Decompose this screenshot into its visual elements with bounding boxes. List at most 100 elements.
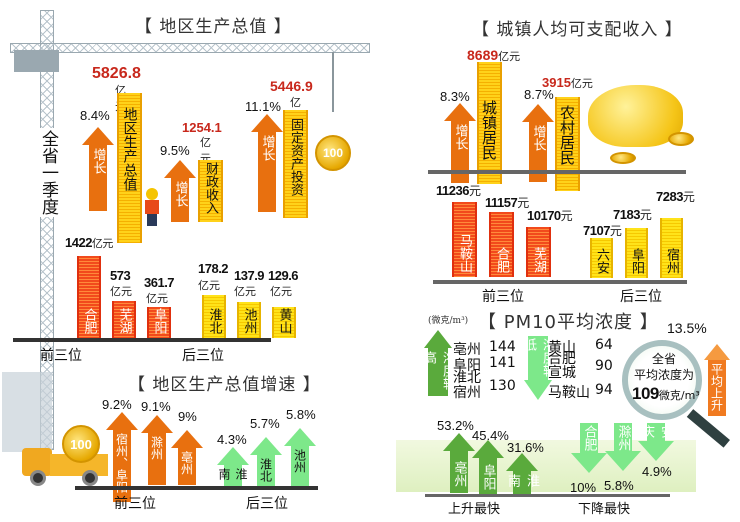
province-unit: 微克/m³ — [658, 389, 700, 402]
pm10-high-city: 亳州 — [453, 342, 481, 358]
growth-arrow: 滁州 — [141, 415, 173, 485]
income-bar-fuyang: 阜阳 — [625, 228, 648, 278]
province-line1: 全省 — [652, 352, 677, 366]
top-three-label: 前三位 — [114, 496, 156, 512]
pm10-low-value: 90 — [595, 358, 613, 374]
pm10-high-value: 141 — [489, 355, 516, 371]
coin-icon: 100 — [315, 135, 351, 171]
fall-value: 4.9% — [642, 464, 672, 479]
crane-jib — [10, 43, 370, 53]
province-change: 13.5% — [667, 320, 707, 336]
bottom-three-label: 后三位 — [246, 496, 288, 512]
growth-value: 9% — [178, 409, 197, 424]
arrow-up-icon — [164, 160, 196, 178]
fall-fastest-label: 下降最快 — [578, 502, 631, 517]
investment-growth: 11.1% — [245, 99, 281, 114]
truck-icon — [22, 440, 110, 486]
crane-cable — [332, 52, 334, 112]
pm10-high-value: 144 — [489, 339, 516, 355]
city-gdp-value: 129.6 — [268, 268, 299, 283]
fall-value: 10% — [570, 480, 597, 495]
city-gdp-bar-wuhu: 芜湖 — [112, 301, 136, 338]
magnifier-icon — [622, 340, 702, 420]
rural-growth-arrow: 增长 — [522, 104, 554, 182]
growth-arrow: 淮南 — [217, 447, 249, 487]
investment-growth-arrow: 增长 — [251, 114, 283, 212]
growth-arrow: 宿州、阜阳 — [106, 412, 138, 502]
rural-income-bar: 农村居民 — [555, 97, 580, 191]
baseline — [75, 486, 318, 490]
rise-fastest-label: 上升最快 — [448, 502, 501, 517]
fall-arrow: 滁州 — [605, 423, 641, 471]
city-gdp-chart: 1422亿元 合肥 573 亿元 芜湖 361.7 亿元 阜阳 178.2 亿元… — [13, 235, 360, 365]
rural-growth: 8.7% — [524, 87, 554, 102]
urban-income-value: 8689 — [467, 47, 499, 63]
gdp-growth: 8.4% — [80, 108, 110, 123]
urban-income-bar: 城镇居民 — [477, 62, 502, 184]
growth-value: 4.3% — [217, 432, 247, 447]
city-gdp-value: 137.9 — [234, 268, 265, 283]
pm10-low-city: 合肥 宣城 — [548, 351, 576, 381]
pm10-title: 【 PM10平均浓度 】 — [478, 312, 659, 333]
investment-bar: 固定资产投资 — [283, 110, 308, 218]
rise-arrow: 阜阳 — [472, 440, 504, 494]
pm10-low-value: 94 — [595, 382, 613, 398]
baseline — [433, 280, 687, 284]
investment-value: 5446.9 — [270, 78, 313, 94]
city-gdp-bar-huaibei: 淮北 — [202, 295, 226, 338]
gdp-title: 【 地区生产总值 】 — [135, 17, 292, 37]
coin-stack-icon — [668, 132, 694, 146]
arrow-up-icon — [251, 114, 283, 132]
baseline — [425, 494, 670, 497]
rise-arrow: 亳州 — [443, 433, 475, 493]
growth-arrow: 淮北 — [250, 437, 282, 487]
income-bar-wuhu: 芜湖 — [526, 227, 551, 277]
city-gdp-bar-hefei: 合肥 — [77, 256, 101, 338]
revenue-growth-arrow: 增长 — [164, 160, 196, 222]
bottom-three-label: 后三位 — [620, 289, 662, 305]
urban-growth-arrow: 增长 — [444, 103, 476, 183]
city-gdp-value: 573 — [110, 268, 131, 283]
income-title: 【 城镇人均可支配收入 】 — [472, 20, 683, 40]
rural-income-value: 3915 — [542, 75, 571, 90]
rise-value: 53.2% — [437, 418, 474, 433]
gdp-value: 5826.8 — [92, 65, 141, 82]
city-gdp-bar-chizhou: 池州 — [237, 302, 261, 338]
pm10-low-city: 黄山 — [548, 340, 576, 356]
province-line2: 平均浓度为 — [634, 368, 695, 382]
growth-value: 9.1% — [141, 399, 171, 414]
top-three-label: 前三位 — [40, 348, 82, 364]
crane-hook-coin: 100 — [315, 135, 351, 171]
gdp-growth-chart: 9.2% 宿州、阜阳 9.1% 滁州 9% 亳州 4.3% 淮南 5.7% 淮北… — [75, 395, 360, 520]
city-gdp-bar-huangshan: 黄山 — [272, 307, 296, 338]
fall-arrow: 合肥 — [571, 423, 607, 473]
high-concentration-arrow: 浓度较高 — [421, 330, 455, 396]
low-concentration-arrow: 浓度较低 — [521, 336, 555, 400]
coin-stack-icon — [610, 152, 636, 164]
baseline — [13, 338, 271, 342]
income-bar-hefei: 合肥 — [489, 212, 514, 277]
worker-figure — [144, 188, 160, 226]
urban-growth: 8.3% — [440, 89, 470, 104]
city-income-chart: 11236元 马鞍山 11157元 合肥 10170元 芜湖 7107元 六安 … — [430, 180, 730, 305]
city-gdp-value: 1422 — [65, 235, 92, 250]
bottom-three-label: 后三位 — [182, 348, 224, 364]
growth-arrow: 亳州 — [171, 430, 203, 485]
pm10-low-city: 马鞍山 — [548, 385, 590, 401]
city-gdp-value: 361.7 — [144, 275, 175, 290]
gdp-growth-arrow: 增长 — [82, 127, 114, 211]
gdp-bar: 地区生产总值 — [117, 93, 142, 243]
pm10-unit: (微克/m³) — [428, 316, 469, 326]
gdp-growth-title: 【 地区生产总值增速 】 — [128, 375, 321, 395]
rise-arrow: 淮南 — [505, 453, 539, 494]
income-bar-luan: 六安 — [590, 238, 613, 278]
fall-value: 5.8% — [604, 478, 634, 493]
pm10-high-value: 130 — [489, 378, 516, 394]
arrow-up-icon — [82, 127, 114, 145]
growth-value: 5.7% — [250, 416, 280, 431]
pm10-high-city: 阜阳 — [453, 358, 481, 374]
revenue-growth: 9.5% — [160, 143, 190, 158]
revenue-unit: 亿元 — [200, 136, 211, 165]
rise-value: 45.4% — [472, 428, 509, 443]
coin-icon: 100 — [62, 425, 100, 463]
